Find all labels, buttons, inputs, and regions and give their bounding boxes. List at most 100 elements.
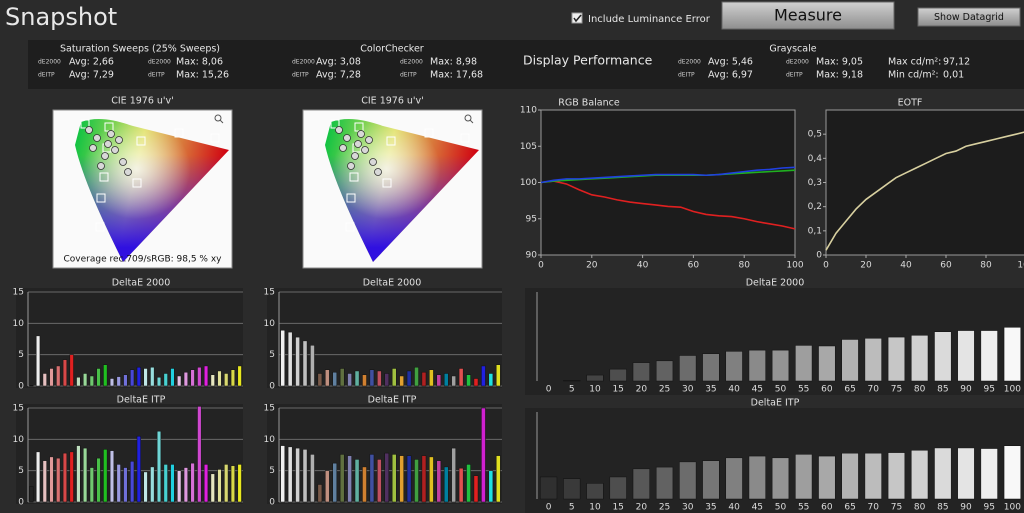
bar — [302, 340, 308, 387]
bar — [362, 466, 367, 503]
bar — [980, 448, 998, 500]
y-tick-label: 0 — [816, 251, 822, 261]
bar — [725, 351, 743, 382]
measure-button[interactable] — [721, 1, 895, 30]
bar — [957, 447, 975, 500]
y-tick-label: 0,5 — [808, 130, 822, 140]
bar — [302, 449, 308, 503]
y-tick-label: 110 — [520, 106, 537, 116]
metric-value: 0,01 — [943, 70, 964, 81]
bar — [725, 457, 743, 500]
x-tick-label: 80 — [738, 261, 750, 271]
bar — [150, 366, 155, 387]
bar — [655, 466, 674, 500]
x-tick-label: 40 — [900, 261, 912, 271]
x-tick-label: 75 — [891, 503, 902, 513]
x-tick-label: 20 — [636, 385, 648, 395]
bar — [887, 336, 906, 382]
y-tick-label: 0 — [18, 498, 24, 508]
metric-label: dE2000 — [678, 59, 701, 66]
bar — [237, 365, 242, 387]
y-tick-label: 105 — [520, 142, 537, 152]
x-tick-label: 40 — [637, 261, 649, 271]
bar — [136, 435, 141, 503]
x-tick-label: 30 — [682, 385, 694, 395]
bar — [864, 452, 882, 500]
y-tick-label: 0 — [18, 382, 24, 392]
bar — [443, 466, 449, 503]
metric-value: Avg: 7,29 — [69, 70, 114, 81]
y-tick-label: 95 — [526, 214, 537, 224]
x-tick-label: 0 — [546, 503, 552, 513]
bar — [586, 483, 604, 500]
gamut-diagram — [52, 109, 233, 269]
bar — [632, 468, 650, 500]
x-tick-label: 75 — [891, 385, 902, 395]
bar — [230, 369, 236, 387]
bar — [748, 455, 766, 500]
x-tick-label: 0 — [538, 261, 544, 271]
bar — [62, 359, 68, 387]
bar — [143, 471, 148, 503]
metric-value: 97,12 — [943, 57, 970, 68]
metric-value: Avg: 2,66 — [69, 57, 114, 68]
y-tick-label: 0,1 — [808, 226, 822, 236]
bar — [399, 455, 404, 503]
checkbox[interactable] — [571, 12, 583, 24]
bar — [655, 360, 674, 382]
bar — [864, 338, 882, 382]
metric-label: dEITP — [400, 72, 417, 79]
y-tick-label: 5 — [18, 350, 24, 360]
x-tick-label: 100 — [1004, 385, 1021, 395]
y-tick-label: 5 — [269, 350, 275, 360]
summary-title: Saturation Sweeps (25% Sweeps) — [60, 44, 220, 55]
bar — [934, 447, 952, 500]
x-tick-label: 40 — [728, 503, 740, 513]
bar — [83, 447, 88, 503]
bar — [481, 407, 486, 503]
bar — [421, 371, 427, 387]
bar — [203, 365, 209, 387]
metric-label: dE2000 — [292, 59, 315, 66]
summary-title: ColorChecker — [360, 44, 424, 55]
bar — [369, 454, 375, 503]
bar — [586, 374, 604, 382]
bar — [89, 375, 94, 387]
bar — [473, 378, 479, 387]
bar — [488, 373, 494, 387]
bar — [56, 457, 61, 503]
bar — [156, 376, 162, 387]
x-tick-label: 25 — [659, 385, 670, 395]
bar — [887, 452, 906, 500]
x-tick-label: 85 — [937, 503, 948, 513]
x-tick-label: 70 — [868, 503, 880, 513]
bar — [466, 374, 471, 387]
metric-value: Avg: 5,46 — [708, 57, 753, 68]
bar — [287, 331, 293, 387]
bar — [391, 368, 397, 387]
x-tick-label: 15 — [612, 385, 623, 395]
bar — [224, 464, 229, 503]
x-tick-label: 100 — [786, 261, 803, 271]
bar — [197, 366, 202, 387]
chart-title: RGB Balance — [558, 98, 620, 109]
bar — [436, 374, 442, 387]
metric-label: dE2000 — [38, 59, 61, 66]
summary-title: Grayscale — [769, 44, 816, 55]
bar — [76, 445, 81, 503]
bar — [481, 365, 486, 387]
datagrid-button[interactable] — [917, 7, 1021, 27]
bar — [163, 464, 168, 503]
bar — [177, 375, 182, 387]
bar — [76, 376, 81, 387]
metric-value: Max: 9,05 — [816, 57, 863, 68]
bar — [414, 459, 419, 503]
bar — [451, 447, 456, 503]
bar — [332, 462, 338, 503]
bar — [69, 354, 74, 387]
bar — [429, 369, 434, 387]
bar — [183, 467, 188, 503]
bar — [818, 345, 836, 382]
bar — [339, 454, 345, 503]
bar — [210, 473, 215, 503]
